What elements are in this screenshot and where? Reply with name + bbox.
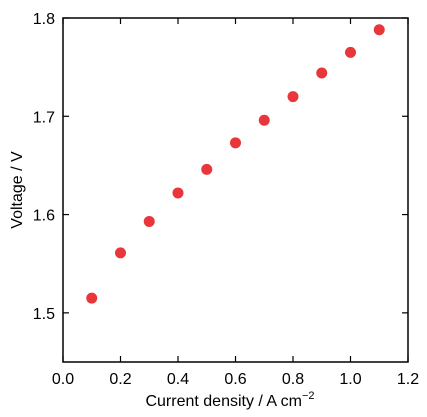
y-tick-label: 1.5 [33,306,55,323]
x-axis-label-superscript: −2 [302,390,315,402]
data-points [86,24,385,304]
data-point [345,46,356,58]
data-point [201,163,213,175]
x-tick-label: 0.0 [52,371,74,388]
y-tick-label: 1.6 [33,208,55,225]
x-tick-label: 0.2 [109,371,131,388]
y-axis-label: Voltage / V [9,151,26,229]
data-point [258,114,270,126]
x-axis-label-main: Current density / A cm [145,393,302,410]
y-tick-label: 1.8 [33,11,55,28]
data-point [373,24,385,36]
data-point [172,187,184,199]
y-tick-label: 1.7 [33,109,55,126]
x-axis: 0.0 0.2 0.4 0.6 0.8 1.0 1.2 [52,18,419,388]
data-point [316,67,328,79]
data-point [287,91,299,103]
data-point [86,292,98,304]
x-tick-label: 0.8 [282,371,304,388]
plot-frame [62,17,409,363]
y-axis: 1.5 1.6 1.7 1.8 [33,11,408,323]
x-tick-label: 0.4 [167,371,189,388]
x-tick-label: 0.6 [224,371,246,388]
data-point [143,215,155,227]
x-tick-label: 1.2 [397,371,419,388]
data-point [115,247,126,259]
x-tick-label: 1.0 [339,371,361,388]
x-axis-label: Current density / A cm−2 [145,390,314,410]
data-point [230,137,241,149]
